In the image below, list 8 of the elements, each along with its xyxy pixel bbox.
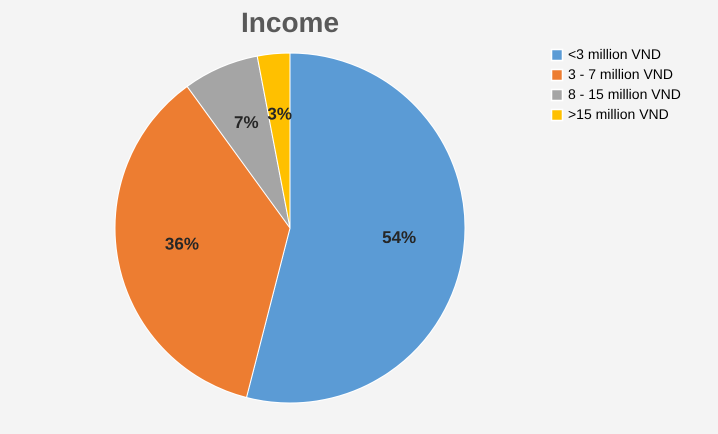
legend-label: 8 - 15 million VND [568, 86, 681, 102]
data-label: 7% [234, 113, 259, 132]
legend-label: >15 million VND [568, 106, 669, 122]
legend-label: 3 - 7 million VND [568, 66, 674, 82]
data-label: 54% [382, 228, 416, 247]
chart-title: Income [240, 7, 340, 38]
data-label: 36% [164, 234, 199, 254]
legend-label: <3 million VND [568, 46, 661, 62]
